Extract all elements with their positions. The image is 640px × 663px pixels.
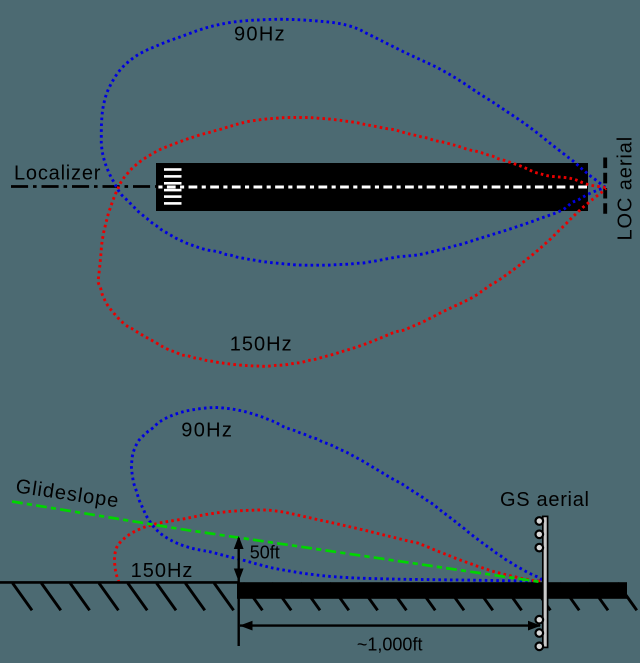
svg-text:90Hz: 90Hz xyxy=(234,24,286,46)
svg-text:GS aerial: GS aerial xyxy=(500,489,590,511)
svg-text:150Hz: 150Hz xyxy=(230,333,293,355)
svg-text:LOC aerial: LOC aerial xyxy=(615,136,637,241)
svg-text:Localizer: Localizer xyxy=(14,163,101,185)
svg-text:~1,000ft: ~1,000ft xyxy=(357,635,423,655)
svg-text:90Hz: 90Hz xyxy=(181,420,233,442)
svg-text:50ft: 50ft xyxy=(250,543,280,563)
svg-text:150Hz: 150Hz xyxy=(131,560,194,582)
